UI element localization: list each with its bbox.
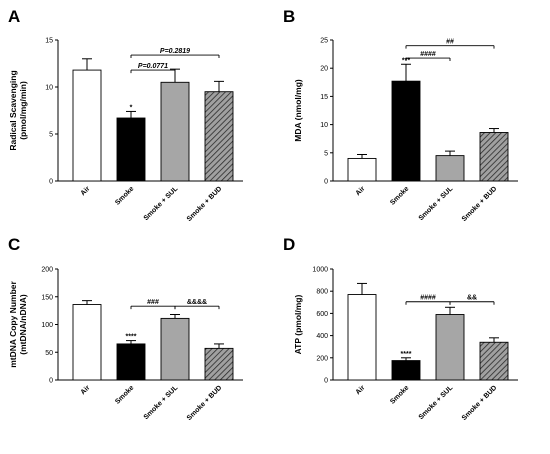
y-tick-label: 200 bbox=[41, 267, 53, 274]
bracket-label: P=0.0771 bbox=[138, 63, 168, 70]
category-label: Smoke bbox=[114, 384, 135, 405]
bracket-label: #### bbox=[420, 51, 436, 58]
y-tick-label: 800 bbox=[316, 289, 328, 296]
bar-smoke-sul bbox=[160, 81, 190, 182]
y-axis-label: mtDNA Copy Number bbox=[8, 281, 18, 368]
bracket-label: #### bbox=[420, 295, 436, 302]
bar-smoke-bud bbox=[204, 91, 234, 182]
category-label: Air bbox=[80, 384, 92, 396]
y-tick-label: 20 bbox=[320, 66, 328, 73]
category-label: Smoke bbox=[389, 185, 410, 206]
significance-label: **** bbox=[126, 334, 137, 341]
bar-smoke-sul bbox=[435, 155, 465, 182]
y-tick-label: 200 bbox=[316, 355, 328, 362]
bracket-label: &&&& bbox=[187, 299, 207, 306]
category-label: Air bbox=[355, 185, 367, 197]
y-tick-label: 150 bbox=[41, 294, 53, 301]
y-tick-label: 100 bbox=[41, 322, 53, 329]
bar-smoke bbox=[116, 343, 146, 381]
panel-d: D ATP (pmol/mg) 0 200 400 600 800 1000 Air **** Sm… bbox=[283, 235, 518, 422]
bar-smoke-sul bbox=[435, 314, 465, 381]
category-label: Air bbox=[80, 185, 92, 197]
bar-smoke-bud bbox=[479, 341, 509, 381]
y-tick-label: 25 bbox=[320, 38, 328, 45]
bracket-label: ### bbox=[147, 299, 159, 306]
bar-smoke-bud bbox=[479, 132, 509, 182]
category-label: Smoke + BUD bbox=[461, 185, 499, 223]
significance-label: * bbox=[130, 104, 133, 111]
bar-air bbox=[347, 294, 377, 381]
bar-air bbox=[72, 304, 102, 381]
y-tick-label: 600 bbox=[316, 311, 328, 318]
y-tick-label: 0 bbox=[49, 378, 53, 385]
category-label: Smoke + SUL bbox=[143, 185, 180, 222]
y-axis-label: (pmol/mg/min) bbox=[18, 81, 28, 140]
y-tick-label: 50 bbox=[45, 350, 53, 357]
category-label: Smoke + BUD bbox=[186, 384, 224, 422]
y-tick-label: 0 bbox=[49, 179, 53, 186]
category-label: Smoke + BUD bbox=[461, 384, 499, 422]
y-tick-label: 400 bbox=[316, 333, 328, 340]
category-label: Smoke + BUD bbox=[186, 185, 224, 223]
category-label: Smoke + SUL bbox=[418, 185, 455, 222]
bracket-label: && bbox=[467, 295, 477, 302]
y-tick-label: 5 bbox=[49, 132, 53, 139]
bar-air bbox=[347, 157, 377, 182]
bracket-label: P=0.2819 bbox=[160, 48, 190, 55]
bar-air bbox=[72, 69, 102, 182]
bracket-label: ## bbox=[446, 39, 454, 46]
y-tick-label: 15 bbox=[45, 38, 53, 45]
bar-smoke bbox=[391, 80, 421, 182]
panel-letter: C bbox=[8, 235, 20, 254]
category-label: Smoke + SUL bbox=[418, 384, 455, 421]
category-label: Smoke + SUL bbox=[143, 384, 180, 421]
category-label: Air bbox=[355, 384, 367, 396]
category-label: Smoke bbox=[389, 384, 410, 405]
y-tick-label: 0 bbox=[324, 378, 328, 385]
bar-smoke bbox=[391, 360, 421, 381]
y-axis-label: ATP (pmol/mg) bbox=[293, 295, 303, 355]
significance-label: **** bbox=[401, 351, 412, 358]
bar-smoke-bud bbox=[204, 347, 234, 381]
y-tick-label: 10 bbox=[320, 122, 328, 129]
panel-letter: B bbox=[283, 7, 295, 26]
y-tick-label: 15 bbox=[320, 94, 328, 101]
y-tick-label: 5 bbox=[324, 150, 328, 157]
panel-a: A Radical Scavenging (pmol/mg/min) 0 5 10 15 Ai… bbox=[8, 7, 243, 223]
bar-smoke bbox=[116, 117, 146, 182]
y-axis-label: MDA (nmol/mg) bbox=[293, 79, 303, 142]
y-axis-label: (mtDNA/nDNA) bbox=[18, 294, 28, 355]
y-tick-label: 1000 bbox=[312, 267, 328, 274]
y-axis-label: Radical Scavenging bbox=[8, 70, 18, 150]
y-tick-label: 10 bbox=[45, 85, 53, 92]
y-tick-label: 0 bbox=[324, 179, 328, 186]
category-label: Smoke bbox=[114, 185, 135, 206]
bar-smoke-sul bbox=[160, 317, 190, 381]
panel-letter: D bbox=[283, 235, 295, 254]
panel-letter: A bbox=[8, 7, 20, 26]
